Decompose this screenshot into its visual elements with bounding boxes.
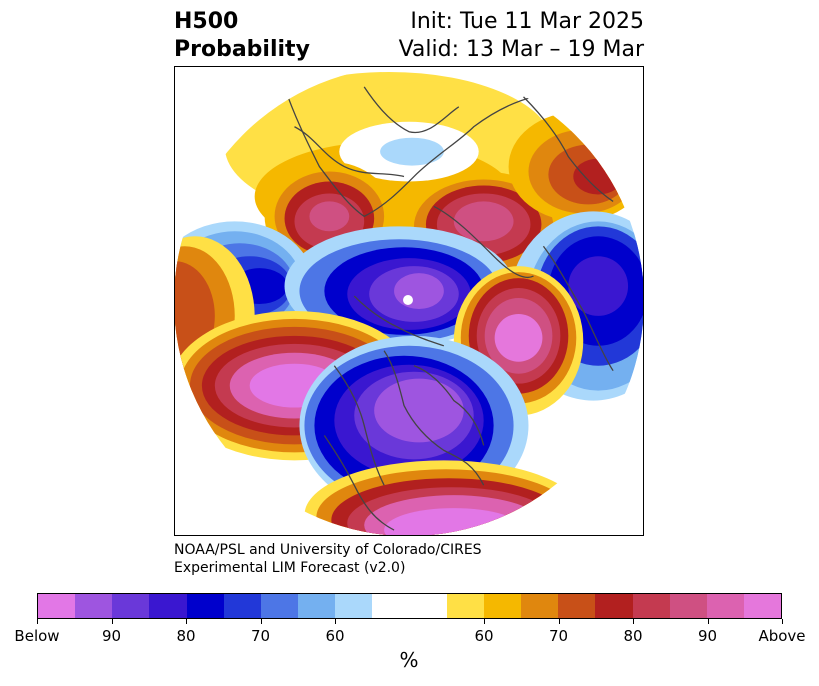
colorbar-tick-label: 90	[101, 627, 122, 645]
colorbar-tick-mark	[633, 619, 634, 624]
colorbar-tick-label: 80	[176, 627, 196, 645]
anomaly-arctic-below	[284, 226, 514, 346]
colorbar-tick-mark	[782, 619, 783, 624]
colorbar-segment	[223, 594, 261, 618]
title-variable: H500	[174, 9, 239, 34]
title-type: Probability	[174, 37, 310, 62]
colorbar-segment	[632, 594, 670, 618]
colorbar-tick-mark	[707, 619, 709, 624]
colorbar-segment	[298, 594, 336, 618]
colorbar-tick-label: 80	[623, 627, 643, 645]
colorbar-tick-label: 60	[474, 627, 494, 645]
coastlines	[283, 86, 614, 531]
credit: NOAA/PSL and University of Colorado/CIRE…	[174, 541, 482, 577]
colorbar-segment	[112, 594, 150, 618]
colorbar-segment	[260, 594, 299, 618]
colorbar-segment	[669, 594, 707, 618]
map-title: H500 Probability	[174, 8, 310, 64]
colorbar-segment	[743, 594, 782, 618]
colorbar-tick-mark	[260, 619, 262, 624]
colorbar-segment	[706, 594, 744, 618]
colorbar-segment	[335, 594, 373, 618]
anomaly-greenland-above	[453, 266, 584, 416]
colorbar-segment	[186, 594, 224, 618]
anomaly-southern-us-above	[304, 460, 584, 535]
polar-stereographic-map	[175, 67, 643, 535]
colorbar-segment	[483, 594, 522, 618]
colorbar-tick-mark	[335, 619, 336, 624]
colorbar-tick-label: Above	[758, 627, 806, 645]
credit-line-2: Experimental LIM Forecast (v2.0)	[174, 560, 406, 576]
colorbar	[37, 593, 782, 619]
colorbar-unit: %	[399, 648, 419, 672]
colorbar-tick-label: 70	[250, 627, 271, 645]
colorbar-tick-label: Below	[14, 627, 60, 645]
colorbar-segment	[38, 594, 76, 618]
colorbar-tick-label: 60	[325, 627, 345, 645]
colorbar-tick-label: 70	[548, 627, 569, 645]
colorbar-tick-mark	[37, 619, 38, 624]
colorbar-segment	[521, 594, 559, 618]
colorbar-tick-mark	[186, 619, 187, 624]
probability-map	[174, 66, 644, 536]
colorbar-tick-mark	[558, 619, 560, 624]
colorbar-tick-label: 90	[697, 627, 718, 645]
anomaly-siberia-above	[404, 171, 564, 282]
valid-dates: Valid: 13 Mar – 19 Mar	[398, 37, 644, 62]
colorbar-tick-mark	[111, 619, 113, 624]
colorbar-segment	[409, 594, 447, 618]
colorbar-tick-mark	[484, 619, 485, 624]
credit-line-1: NOAA/PSL and University of Colorado/CIRE…	[174, 542, 482, 558]
forecast-dates: Init: Tue 11 Mar 2025 Valid: 13 Mar – 19…	[399, 8, 644, 64]
init-date: Init: Tue 11 Mar 2025	[410, 9, 644, 34]
colorbar-segment	[558, 594, 596, 618]
colorbar-segment	[595, 594, 633, 618]
colorbar-segment	[149, 594, 187, 618]
colorbar-segment	[446, 594, 484, 618]
colorbar-segment	[75, 594, 113, 618]
colorbar-segment	[372, 594, 410, 618]
